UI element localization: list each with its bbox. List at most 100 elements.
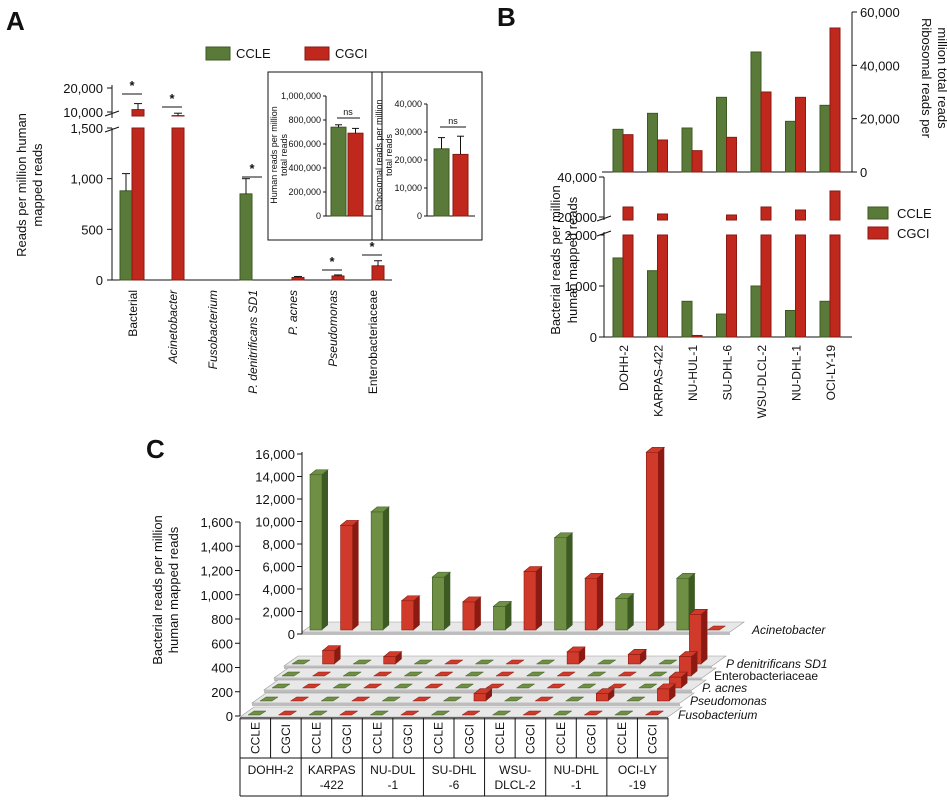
table-group-label: DLCL-2 — [494, 778, 536, 792]
panel-c-floor — [240, 622, 744, 720]
row-label: Acinetobacter — [751, 623, 826, 637]
inset-1-ns: ns — [343, 107, 353, 117]
inset-1-tick-label: 200,000 — [288, 187, 321, 197]
significance-star: * — [249, 161, 255, 176]
bar3d-cgci-side — [475, 597, 481, 630]
bar-ccle — [786, 310, 796, 337]
bar-ccle — [120, 191, 132, 280]
bar3d-cgci-side — [701, 609, 707, 664]
top-bar-cgci — [727, 137, 737, 172]
row-label: Pseudomonas — [690, 694, 767, 708]
floor-row — [274, 668, 716, 678]
bar-cgci — [372, 266, 384, 280]
table-group-label: WSU- — [499, 763, 531, 777]
table-group-label: DOHH-2 — [248, 763, 294, 777]
panel-c-lower-tick-label: 800 — [211, 612, 233, 627]
top-bar-ccle — [751, 52, 761, 172]
bar3d-ccle-side — [567, 533, 573, 630]
inset-1-bar — [348, 133, 363, 216]
table-column-label: CCLE — [615, 722, 629, 754]
significance-star: * — [129, 78, 135, 93]
row-label: Fusobacterium — [678, 708, 757, 722]
inset-1-bar — [331, 127, 346, 216]
bar-cgci-upper — [658, 214, 668, 220]
bar3d-ccle-side — [383, 507, 389, 630]
panel-b: B Bacterial reads per million human mapp… — [497, 2, 947, 418]
panel-b-legend-label-ccle: CCLE — [897, 206, 932, 221]
panel-c-upper-tick-label: 0 — [288, 627, 295, 642]
ytick-label: 0 — [96, 273, 103, 288]
bar-ccle — [751, 286, 761, 337]
bar-cgci — [692, 335, 702, 337]
panel-b-category-label: SU-DHL-6 — [721, 345, 735, 401]
inset-1-tick-label: 400,000 — [288, 163, 321, 173]
bar3d-ccle-side — [322, 470, 328, 630]
panel-b-category-label: KARPAS-422 — [652, 345, 666, 417]
top-bar-cgci — [830, 28, 840, 172]
top-bar-ccle — [717, 97, 727, 172]
panel-c-upper-tick-label: 2,000 — [262, 605, 295, 620]
bar-cgci — [172, 128, 184, 280]
bar3d-cgci-side — [597, 573, 603, 630]
inset-2-tick-label: 40,000 — [394, 99, 422, 109]
panel-b-category-label: NU-DHL-1 — [790, 345, 804, 401]
inset-1-ylabel-line1: Human reads per million — [269, 106, 279, 204]
bar-cgci — [623, 235, 633, 337]
bar-cgci-upper — [623, 207, 633, 220]
bar3d-cgci-side — [353, 520, 359, 630]
bar3d-cgci — [323, 651, 335, 664]
significance-star: * — [369, 239, 375, 254]
bar3d-ccle — [493, 606, 505, 630]
panel-c-lower-tick-label: 1,000 — [200, 588, 233, 603]
table-group-label: NU-DUL — [370, 763, 416, 777]
panel-b-tick-label: 2,000 — [564, 228, 597, 243]
floor-row — [240, 707, 682, 717]
table-column-label: CGCI — [279, 724, 293, 754]
bar3d-ccle — [677, 578, 689, 630]
table-column-label: CCLE — [554, 722, 568, 754]
bar-cgci-upper — [796, 210, 806, 220]
panel-b-legend-swatch-ccle — [868, 207, 888, 219]
category-label: Acinetobacter — [166, 289, 180, 364]
panel-b-ylabel-right-line2: million total reads — [935, 27, 947, 129]
bar3d-ccle-side — [505, 601, 511, 630]
bar3d-cgci — [628, 654, 640, 664]
inset-2-tick-label: 20,000 — [394, 155, 422, 165]
bar-ccle — [648, 271, 658, 337]
bar3d-ccle — [555, 538, 567, 630]
table-column-label: CGCI — [585, 724, 599, 754]
table-group-label: -1 — [388, 778, 399, 792]
panel-b-top-tick-label: 20,000 — [860, 112, 900, 127]
ytick-label: 20,000 — [63, 81, 103, 96]
panel-b-legend-swatch-cgci — [868, 227, 888, 239]
floor-row — [284, 656, 726, 666]
top-bar-ccle — [820, 105, 830, 172]
bar3d-cgci — [596, 694, 608, 701]
bar3d-cgci — [341, 525, 353, 630]
panel-b-category-label: OCI-LY-19 — [824, 345, 838, 401]
category-label: Fusobacterium — [206, 290, 220, 369]
bar-cgci — [292, 277, 304, 280]
bar3d-ccle — [432, 577, 444, 630]
bar-cgci — [761, 235, 771, 337]
panel-b-tick-label: 0 — [590, 330, 597, 345]
category-label: Pseudomonas — [326, 290, 340, 367]
table-group-label: -19 — [629, 778, 647, 792]
panel-a-letter: A — [6, 6, 25, 36]
ytick-label: 500 — [81, 222, 103, 237]
bar3d-cgci-side — [536, 567, 542, 631]
panel-c-ylabel-line2: human mapped reads — [166, 526, 181, 653]
panel-c-upper-tick-label: 8,000 — [262, 537, 295, 552]
panel-b-bars — [613, 28, 840, 337]
legend-label-cgci: CGCI — [335, 46, 368, 61]
bar-cgci — [132, 128, 144, 280]
significance-star: * — [329, 254, 335, 269]
table-group-label: OCI-LY — [618, 763, 657, 777]
inset-2-ns: ns — [448, 116, 458, 126]
bar3d-ccle — [371, 512, 383, 630]
category-label: P. denitrificans SD1 — [246, 290, 260, 394]
table-column-label: CGCI — [523, 724, 537, 754]
